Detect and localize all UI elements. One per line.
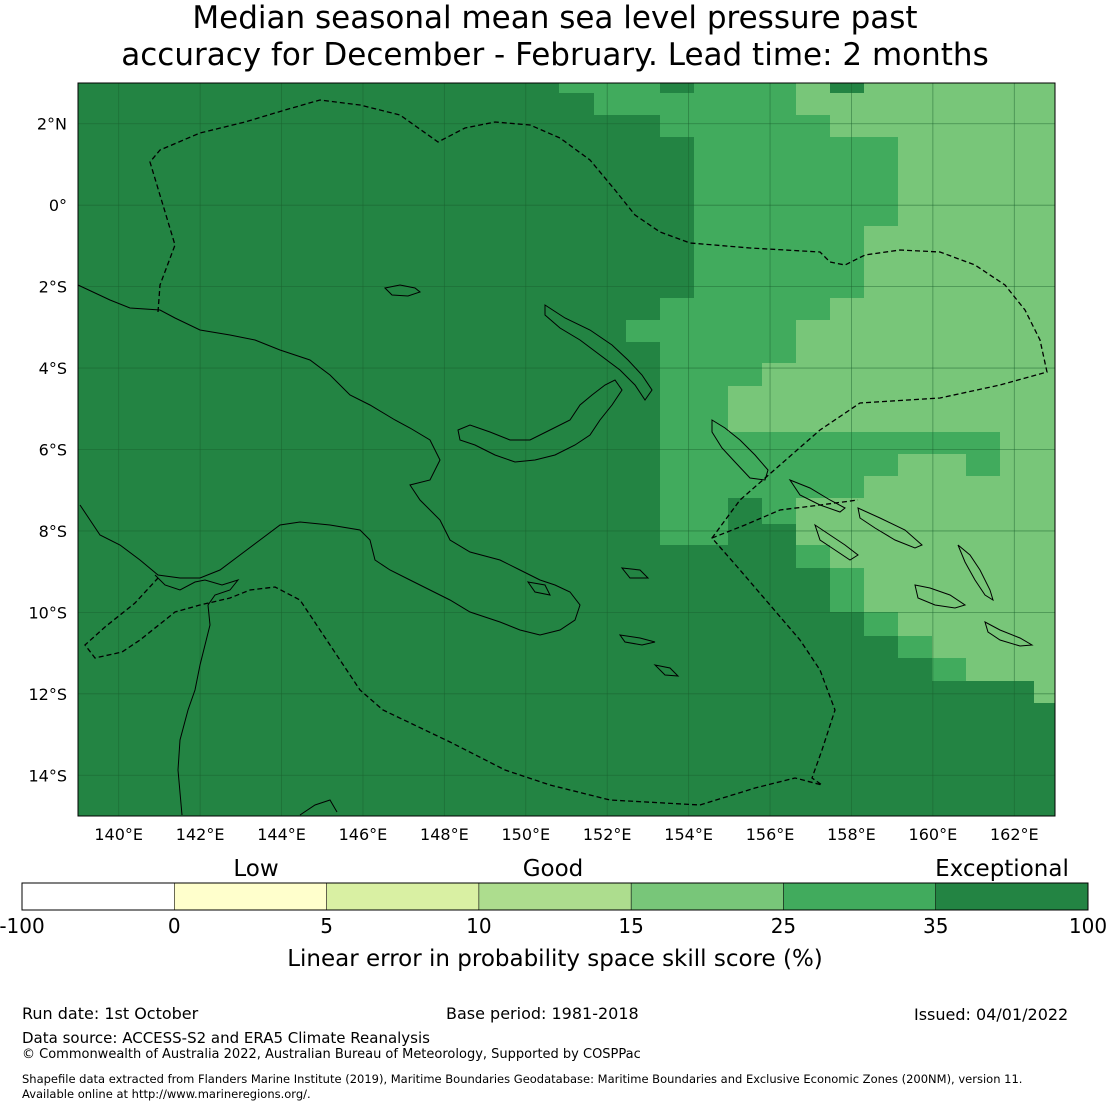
colorbar-segment — [174, 883, 327, 910]
shapefile-url: Available online at http://www.marinereg… — [22, 1087, 311, 1101]
eez-boundaries — [84, 99, 1048, 806]
new-georgia-coast — [814, 523, 859, 561]
longitude-labels: 140°E 142°E 144°E 146°E 148°E 150°E 152°E 154°E… — [94, 825, 1038, 844]
lon-tick-label: 144°E — [257, 825, 306, 844]
santa-isabel-coast — [857, 507, 923, 549]
louisiade-coast — [618, 634, 680, 677]
lon-tick-label: 150°E — [501, 825, 550, 844]
lat-tick-label: 8°S — [39, 522, 67, 541]
makira-coast — [984, 620, 1034, 647]
lat-tick-label: 6°S — [39, 441, 67, 460]
new-britain-coast — [457, 379, 623, 463]
lon-tick-label: 156°E — [746, 825, 795, 844]
colorbar: -100 0 5 10 15 25 35 100 Low Good Exceptional Linea… — [0, 856, 1107, 972]
lon-tick-label: 162°E — [990, 825, 1039, 844]
lat-tick-label: 10°S — [28, 603, 67, 622]
colorbar-tick-label: 100 — [1069, 914, 1107, 938]
base-period: Base period: 1981-2018 — [446, 1004, 639, 1023]
colorbar-segment — [478, 883, 632, 910]
colorbar-segment — [783, 883, 936, 910]
lon-tick-label: 146°E — [339, 825, 388, 844]
png-eez-boundary — [84, 99, 1048, 806]
data-source: Data source: ACCESS-S2 and ERA5 Climate … — [22, 1029, 430, 1047]
colorbar-segment — [935, 883, 1088, 910]
colorbar-tick-label: 0 — [168, 914, 181, 938]
title-line-1: Median seasonal mean sea level pressure … — [192, 0, 918, 36]
torres-coast — [299, 799, 338, 816]
skill-region-2 — [728, 83, 1055, 703]
lon-tick-label: 158°E — [827, 825, 876, 844]
lat-tick-label: 14°S — [28, 766, 67, 785]
colorbar-tick-label: 35 — [923, 914, 948, 938]
manus-coast — [383, 284, 422, 297]
map-frame — [77, 82, 1056, 817]
lat-tick-label: 2°S — [39, 278, 67, 297]
lat-tick-label: 0° — [49, 196, 67, 215]
colorbar-tick-label: 10 — [466, 914, 491, 938]
chart-title: Median seasonal mean sea level pressure … — [0, 0, 1110, 74]
solomons-eez-boundary — [711, 499, 859, 539]
coastlines — [77, 284, 1034, 816]
run-date: Run date: 1st October — [22, 1004, 199, 1023]
colorbar-segment — [631, 883, 784, 910]
colorbar-segment — [22, 883, 175, 910]
lon-tick-label: 148°E — [420, 825, 469, 844]
lat-tick-label: 4°S — [39, 359, 67, 378]
new-guinea-coast — [77, 284, 581, 636]
lon-tick-label: 160°E — [909, 825, 958, 844]
colorbar-frame — [21, 882, 1089, 911]
issued-date: Issued: 04/01/2022 — [914, 1005, 1069, 1024]
title-line-2: accuracy for December - February. Lead t… — [121, 37, 989, 73]
bougainville-coast — [711, 419, 769, 481]
map-gridlines — [78, 83, 1055, 816]
colorbar-tick-label: -100 — [0, 914, 45, 938]
dentrecasteaux-coast — [526, 567, 650, 596]
latitude-labels: 2°N 0° 2°S 4°S 6°S 8°S 10°S 12°S 14°S — [28, 115, 67, 786]
lon-tick-label: 140°E — [94, 825, 143, 844]
copyright: © Commonwealth of Australia 2022, Austra… — [22, 1047, 641, 1062]
colorbar-tick-label: 5 — [320, 914, 333, 938]
colorbar-segment — [326, 883, 479, 910]
malaita-coast — [957, 544, 994, 602]
lat-tick-label: 2°N — [37, 115, 67, 134]
lon-tick-label: 154°E — [664, 825, 713, 844]
guadalcanal-coast — [914, 584, 967, 609]
colorbar-tick-label: 25 — [771, 914, 796, 938]
colorbar-category-label: Exceptional — [935, 856, 1069, 882]
choiseul-coast — [788, 478, 846, 513]
colorbar-tick-label: 15 — [618, 914, 643, 938]
colorbar-category-label: Low — [233, 856, 278, 882]
australia-coast — [154, 574, 240, 816]
lon-tick-label: 152°E — [583, 825, 632, 844]
new-ireland-coast — [544, 304, 653, 401]
colorbar-category-label: Good — [523, 856, 584, 882]
shapefile-credit: Shapefile data extracted from Flanders M… — [22, 1072, 1023, 1086]
lat-tick-label: 12°S — [28, 685, 67, 704]
lon-tick-label: 142°E — [176, 825, 225, 844]
colorbar-axis-label: Linear error in probability space skill … — [287, 946, 823, 972]
